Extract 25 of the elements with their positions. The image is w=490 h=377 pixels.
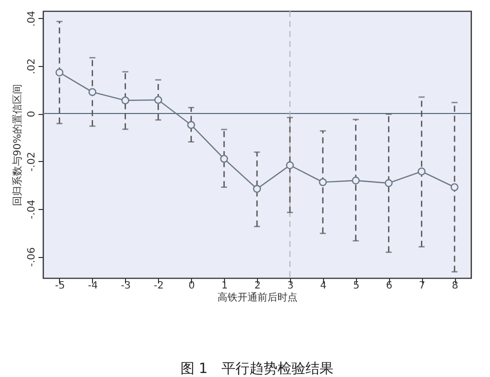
y-tick-label: -.04 [26,200,38,220]
y-tick-label: -.06 [26,247,38,267]
point [318,178,327,186]
x-axis-title: 高铁开通前后时点 [218,292,298,304]
point [88,88,96,96]
point [286,161,294,170]
y-tick-label: .02 [26,58,38,74]
x-tick-label: 5 [353,280,360,292]
point [418,167,426,176]
point [384,179,393,188]
text: 图 1 平行趋势检验结果 [180,361,334,377]
point [187,121,196,129]
x-tick-label: -4 [88,280,98,292]
point [220,154,228,163]
y-tick-label: 0 [26,110,38,118]
point [253,184,261,193]
x-tick-label: -3 [120,280,131,292]
point [121,96,130,104]
y-tick-label: -.02 [26,152,38,172]
point [352,176,360,184]
point [56,68,64,76]
y-axis-title: 回归系数与90%的置信区间 [12,84,24,206]
point [154,96,162,104]
y-tick-label: .04 [26,10,38,27]
point [450,183,458,192]
